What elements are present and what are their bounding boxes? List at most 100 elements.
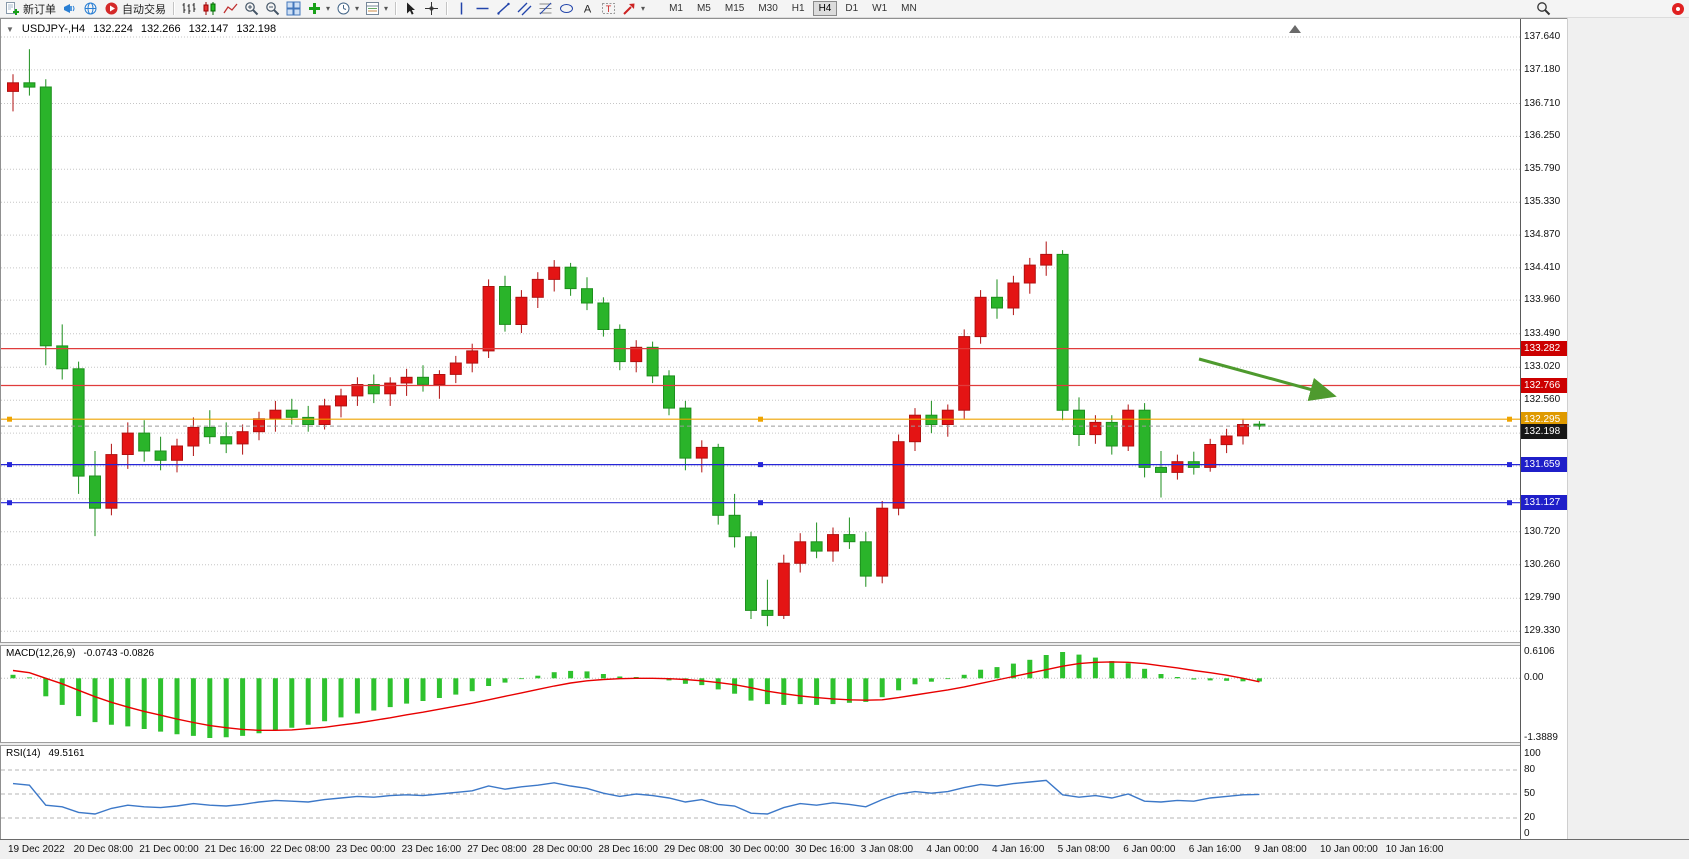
timeframe-w1[interactable]: W1: [872, 3, 888, 14]
trendline-button[interactable]: [494, 1, 513, 17]
arrows-button[interactable]: ▾: [620, 1, 647, 17]
level-price-tag: 132.766: [1521, 378, 1567, 393]
templates-button[interactable]: ▾: [363, 1, 390, 17]
one-click-trading-toggle[interactable]: ▼: [6, 24, 14, 34]
alerts-button[interactable]: [60, 1, 79, 17]
horizontal-levels-layer[interactable]: [1, 348, 1520, 506]
toolbar-right: [1533, 1, 1689, 17]
rsi-axis-label: 20: [1524, 812, 1536, 823]
period-button[interactable]: ▾: [334, 1, 361, 17]
time-axis-label: 30 Dec 16:00: [795, 844, 855, 855]
level-price-tag: 131.127: [1521, 495, 1567, 511]
grid-layer: [1, 36, 1520, 632]
timeframe-d1[interactable]: D1: [845, 3, 859, 14]
macd-values: -0.0743 -0.0826: [83, 648, 155, 659]
vline-icon: [454, 1, 469, 16]
rsi-axis-label: 100: [1524, 748, 1541, 759]
time-axis-label: 22 Dec 08:00: [270, 844, 330, 855]
price-axis-label: 134.410: [1524, 261, 1561, 273]
horizontal-line-button[interactable]: [473, 1, 492, 17]
ohlc-high: 132.266: [140, 23, 181, 35]
candle-chart-button[interactable]: [200, 1, 219, 17]
channel-button[interactable]: [515, 1, 534, 17]
time-axis-label: 6 Jan 00:00: [1123, 844, 1176, 855]
toolbar-separator: [395, 2, 397, 15]
autotrade-icon: [104, 1, 119, 16]
main-chart[interactable]: [1, 19, 1520, 642]
label-button[interactable]: T: [599, 1, 618, 17]
macd-panel[interactable]: [1, 646, 1520, 742]
time-axis-label: 30 Dec 00:00: [729, 844, 790, 855]
plus-green-icon: [307, 1, 322, 16]
timeframe-m1[interactable]: M1: [669, 3, 683, 14]
svg-text:T: T: [606, 4, 612, 14]
right-gutter: [1567, 18, 1689, 859]
chevron-down-icon[interactable]: ▾: [355, 4, 360, 13]
bar-chart-button[interactable]: [179, 1, 198, 17]
new-order-button[interactable]: 新订单: [3, 1, 58, 17]
chevron-down-icon[interactable]: ▾: [384, 4, 389, 13]
timeframe-m15[interactable]: M15: [724, 3, 745, 14]
rsi-level-lines: [1, 769, 1520, 819]
rsi-name: RSI(14): [6, 748, 41, 759]
time-axis[interactable]: 19 Dec 2022 20 Dec 08:00 21 Dec 00:00 21 De…: [0, 839, 1689, 859]
arrow-tool-icon: [622, 1, 637, 16]
channel-icon: [517, 1, 532, 16]
time-axis-label: 4 Jan 00:00: [926, 844, 979, 855]
time-axis-label: 29 Dec 08:00: [664, 844, 724, 855]
vertical-line-button[interactable]: [452, 1, 471, 17]
chart-shift-marker[interactable]: [1289, 25, 1301, 33]
chart-top-border: [0, 18, 1567, 19]
notification-badge[interactable]: [1672, 2, 1684, 15]
zoom-out-button[interactable]: [263, 1, 282, 17]
trend-arrow[interactable]: [1198, 357, 1337, 402]
community-button[interactable]: [81, 1, 100, 17]
price-axis-label: 134.870: [1524, 229, 1561, 241]
auto-trading-button-label: 自动交易: [122, 3, 166, 16]
tile-windows-button[interactable]: [284, 1, 303, 17]
time-axis-label: 28 Dec 00:00: [532, 844, 593, 855]
auto-trading-button[interactable]: 自动交易: [102, 1, 168, 17]
price-axis-label: 132.560: [1524, 394, 1561, 406]
megaphone-icon: [62, 1, 77, 16]
bars-icon: [181, 1, 196, 16]
text-button[interactable]: A: [578, 1, 597, 17]
zoom-in-button[interactable]: [242, 1, 261, 17]
fibonacci-button[interactable]: [536, 1, 555, 17]
search-button[interactable]: [1534, 1, 1553, 17]
rsi-label: RSI(14) 49.5161: [6, 748, 85, 759]
macd-signal-line: [12, 661, 1260, 732]
ohlc-low: 132.147: [188, 23, 229, 35]
chevron-down-icon[interactable]: ▾: [641, 4, 646, 13]
chevron-down-icon[interactable]: ▾: [326, 4, 331, 13]
time-axis-label: 21 Dec 00:00: [139, 844, 199, 855]
time-axis-label: 6 Jan 16:00: [1188, 844, 1242, 855]
shapes-icon: [559, 1, 574, 16]
line-chart-button[interactable]: [221, 1, 240, 17]
shapes-button[interactable]: [557, 1, 576, 17]
price-axis-label: 135.790: [1524, 163, 1561, 175]
new-order-button-label: 新订单: [23, 3, 56, 16]
crosshair-button[interactable]: [422, 1, 441, 17]
time-axis-label: 23 Dec 00:00: [336, 844, 396, 855]
rsi-panel[interactable]: [1, 746, 1520, 839]
price-axis-label: 135.330: [1524, 196, 1561, 208]
time-axis-label: 19 Dec 2022: [8, 844, 65, 855]
timeframe-h4[interactable]: H4: [812, 1, 838, 16]
zoom-in-icon: [244, 1, 259, 16]
timeframe-m30[interactable]: M30: [758, 3, 778, 14]
hline-icon: [475, 1, 490, 16]
clock-icon: [336, 1, 351, 16]
panel-splitter[interactable]: [0, 642, 1567, 646]
timeframe-h1[interactable]: H1: [791, 3, 805, 14]
time-axis-label: 10 Jan 00:00: [1320, 844, 1378, 855]
price-axis-label: 133.960: [1524, 294, 1561, 306]
panel-splitter[interactable]: [0, 742, 1567, 746]
cursor-button[interactable]: [401, 1, 420, 17]
toolbar: 新订单 自动交易 ▾ ▾ ▾ A T ▾ M1 M5 M15 M30 H1 H4 D1 W1 MN: [0, 0, 1689, 18]
timeframe-mn[interactable]: MN: [901, 3, 917, 14]
timeframe-m5[interactable]: M5: [696, 3, 711, 14]
new-chart-button[interactable]: ▾: [305, 1, 332, 17]
price-axis-label: 130.260: [1524, 558, 1561, 570]
